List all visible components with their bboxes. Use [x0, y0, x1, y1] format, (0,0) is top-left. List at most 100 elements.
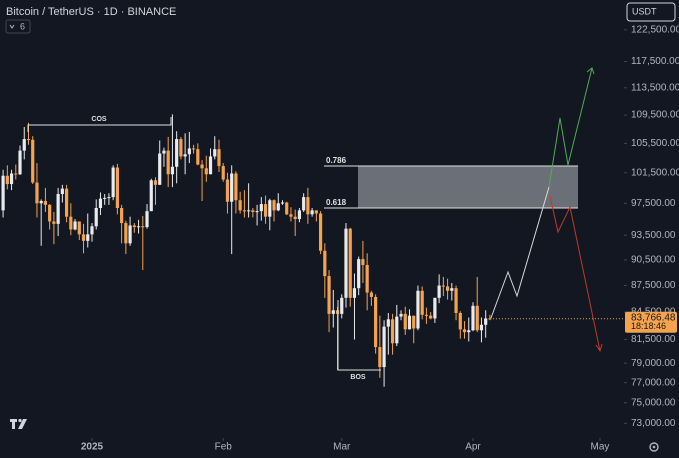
candle-body — [221, 166, 225, 180]
candle-body — [52, 221, 56, 224]
bull-arrow — [586, 67, 595, 75]
plot-area — [1, 114, 492, 387]
candle-body — [64, 188, 69, 217]
candle-body — [35, 182, 39, 204]
y-tick-label: 75,000.00 — [631, 397, 676, 408]
candle-body — [445, 286, 450, 291]
x-tick-label: Mar — [333, 442, 351, 453]
candle-body — [433, 297, 437, 319]
candle-body — [441, 285, 445, 287]
price-tag — [625, 311, 677, 333]
candle-body — [450, 288, 454, 291]
candle-body — [170, 166, 175, 175]
y-tick-label: 79,000.00 — [631, 358, 676, 369]
y-tick-label: 101,500.00 — [631, 167, 679, 178]
candle-body — [145, 211, 149, 228]
candle-body — [204, 168, 208, 175]
candle-body — [458, 312, 462, 330]
candle-body — [314, 210, 318, 214]
candle-body — [484, 318, 488, 325]
chevron — [9, 24, 15, 29]
y-tick-label: 90,500.00 — [631, 255, 676, 266]
candle-body — [399, 313, 403, 317]
x-tick-label: May — [591, 442, 610, 453]
y-tick-label: 81,500.00 — [631, 334, 676, 345]
candle-body — [73, 221, 77, 230]
y-tick-label: 87,500.00 — [631, 280, 676, 291]
candle-body — [318, 213, 323, 251]
candle-body — [31, 139, 35, 183]
countdown: 18:18:46 — [631, 321, 666, 331]
candle-body — [416, 290, 420, 329]
candle-body — [242, 210, 246, 212]
candle-body — [293, 216, 297, 220]
candle-body — [475, 305, 479, 331]
candle-body — [9, 173, 14, 185]
y-tick-label: 93,500.00 — [631, 230, 676, 241]
candle-body — [60, 188, 64, 195]
y-tick-label: 105,500.00 — [631, 138, 679, 149]
candle-body — [187, 148, 191, 155]
currency-label: USDT — [632, 6, 657, 16]
cos-label: COS — [91, 116, 107, 123]
candle-body — [395, 316, 399, 344]
candle-body — [153, 180, 158, 185]
candle-body — [302, 197, 306, 211]
candle-body — [43, 200, 48, 205]
candle-body — [424, 314, 429, 316]
candle-body — [149, 180, 153, 212]
y-tick-label: 77,000.00 — [631, 377, 676, 388]
candle-body — [272, 200, 276, 211]
candle-body — [39, 200, 43, 204]
settings-icon[interactable] — [649, 442, 659, 452]
x-tick-label: Apr — [465, 442, 481, 453]
candle-body — [369, 292, 373, 297]
candle-body — [234, 173, 238, 201]
candle-body — [132, 225, 136, 228]
fib-zone — [358, 166, 578, 208]
candle-body — [115, 167, 119, 209]
candle-body — [390, 319, 395, 344]
currency-button[interactable] — [626, 2, 676, 22]
bear-path — [549, 195, 601, 352]
candle-body — [162, 150, 166, 154]
indicator-toggle[interactable] — [5, 19, 31, 34]
candle-body — [22, 139, 26, 151]
candle-body — [289, 214, 293, 217]
fib-label: 0.618 — [326, 198, 347, 207]
candle-body — [247, 210, 251, 212]
bos-label: BOS — [350, 374, 366, 381]
candle-body — [5, 175, 9, 185]
x-tick-label: Feb — [215, 442, 233, 453]
settings-icon-center — [652, 445, 656, 449]
candle-body — [107, 197, 111, 199]
candle-body — [323, 250, 327, 277]
y-tick-label: 113,500.00 — [631, 82, 679, 93]
bos-line — [337, 300, 381, 371]
fib-label: 0.786 — [326, 156, 347, 165]
candle-body — [183, 154, 187, 157]
candle-body — [158, 153, 162, 185]
candle-body — [111, 167, 115, 198]
candle-body — [208, 156, 213, 175]
candle-body — [120, 208, 124, 224]
candle-body — [98, 198, 103, 209]
candle-body — [81, 234, 86, 241]
candle-body — [86, 234, 90, 241]
candle-body — [255, 211, 259, 213]
candle-body — [378, 347, 382, 368]
candle-body — [238, 200, 242, 211]
candle-body — [124, 223, 128, 244]
y-tick-label: 122,500.00 — [631, 24, 679, 35]
y-tick-label: 73,000.00 — [631, 418, 676, 429]
candle-body — [141, 226, 145, 228]
candle-body — [467, 330, 471, 333]
candle-body — [357, 259, 361, 289]
candle-body — [77, 221, 81, 235]
candle-body — [48, 204, 52, 222]
candle-body — [94, 208, 98, 227]
candle-body — [462, 329, 467, 333]
candle-body — [348, 228, 352, 298]
